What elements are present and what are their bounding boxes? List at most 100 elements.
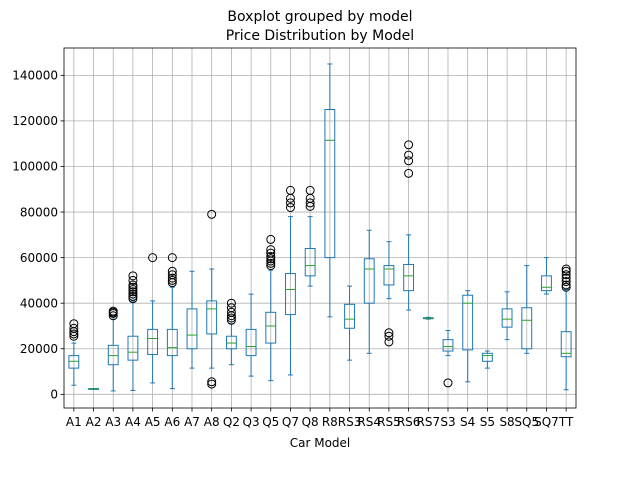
x-tick-label: RS5 (377, 415, 401, 429)
y-tick-label: 120000 (12, 114, 58, 128)
y-tick-label: 60000 (20, 251, 58, 265)
x-tick-label: RS4 (357, 415, 381, 429)
outlier-point (226, 313, 236, 323)
outlier-point (404, 150, 414, 160)
box-Q7 (285, 185, 296, 376)
box-body (324, 109, 336, 259)
outlier-point (226, 307, 236, 317)
box-body (166, 328, 178, 357)
x-tick-label: A8 (204, 415, 220, 429)
x-tick-label: SQ5 (514, 415, 539, 429)
x-tick-label: A1 (66, 415, 82, 429)
outlier-point (561, 277, 571, 287)
outlier-point (561, 266, 571, 276)
x-tick-label: S8 (499, 415, 514, 429)
x-tick-label: A4 (125, 415, 141, 429)
x-tick-label: S4 (460, 415, 475, 429)
box-body (403, 263, 415, 292)
box-body (462, 294, 474, 351)
box-RS5 (383, 241, 395, 347)
axes-frame (63, 47, 577, 409)
box-S4 (462, 290, 474, 383)
box-A5 (147, 253, 159, 384)
x-tick-label: A6 (164, 415, 180, 429)
x-tick-label: A3 (105, 415, 121, 429)
outlier-point (384, 337, 394, 347)
outlier-point (128, 287, 138, 297)
outlier-point (167, 270, 177, 280)
box-RS7 (422, 316, 434, 320)
box-RS6 (403, 140, 415, 311)
box-SQ7 (541, 257, 552, 295)
y-tick-label: 0 (50, 388, 58, 402)
outlier-point (108, 306, 118, 316)
outlier-point (207, 379, 217, 389)
box-body (560, 331, 572, 358)
box-body (245, 328, 257, 357)
box-R8 (324, 63, 336, 318)
outlier-point (561, 264, 571, 274)
x-tick-label: Q8 (302, 415, 319, 429)
box-S8 (501, 291, 513, 341)
box-Q8 (304, 185, 316, 287)
outlier-point (561, 270, 571, 280)
y-tick-label: 100000 (12, 160, 58, 174)
x-axis-label: Car Model (290, 436, 351, 450)
box-body (186, 308, 198, 350)
box-SQ5 (521, 265, 533, 354)
outlier-point (69, 319, 79, 329)
outlier-point (128, 289, 138, 299)
x-tick-label: SQ7 (534, 415, 559, 429)
outlier-point (561, 280, 571, 290)
box-A3 (107, 306, 119, 392)
outlier-point (167, 253, 177, 263)
x-tick-label: Q3 (243, 415, 260, 429)
chart-title: Boxplot grouped by model (227, 9, 412, 25)
outlier-point (69, 323, 79, 333)
box-A7 (186, 270, 198, 369)
box-body (265, 311, 277, 344)
box-Q2 (225, 298, 237, 366)
outlier-point (305, 185, 315, 195)
y-tick-label: 140000 (12, 69, 58, 83)
chart-subtitle: Price Distribution by Model (226, 28, 414, 44)
outlier-point (167, 273, 177, 283)
outlier-point (266, 234, 276, 244)
outlier-point (167, 266, 177, 276)
box-body (541, 275, 552, 292)
outlier-point (128, 285, 138, 295)
outlier-point (266, 258, 276, 268)
box-body (521, 307, 533, 350)
box-body (107, 344, 119, 366)
outlier-point (384, 331, 394, 341)
outlier-point (128, 271, 138, 281)
x-tick-label: S3 (440, 415, 455, 429)
box-A1 (68, 319, 80, 386)
box-body (383, 265, 395, 286)
outlier-point (285, 185, 295, 195)
box-RS4 (363, 229, 375, 354)
outlier-point (207, 377, 217, 387)
box-body (68, 355, 80, 369)
y-tick-label: 80000 (20, 205, 58, 219)
x-tick-label: TT (558, 415, 574, 429)
outlier-point (266, 261, 276, 271)
x-tick-label: RS7 (417, 415, 441, 429)
outlier-point (404, 156, 414, 166)
outlier-point (128, 294, 138, 304)
x-tick-label: R8 (322, 415, 338, 429)
y-tick-label: 20000 (20, 342, 58, 356)
box-A6 (166, 253, 178, 390)
outlier-point (404, 168, 414, 178)
box-S3 (442, 330, 454, 388)
box-body (501, 308, 513, 328)
outlier-point (128, 282, 138, 292)
outlier-point (108, 311, 118, 321)
box-body (481, 352, 493, 362)
outlier-point (443, 378, 453, 388)
x-tick-label: Q2 (223, 415, 240, 429)
outlier-point (207, 209, 217, 219)
box-body (225, 335, 237, 350)
